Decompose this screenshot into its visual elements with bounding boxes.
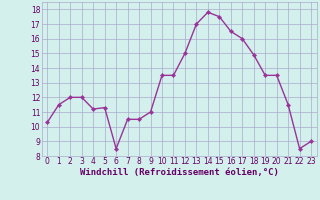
X-axis label: Windchill (Refroidissement éolien,°C): Windchill (Refroidissement éolien,°C) [80, 168, 279, 177]
